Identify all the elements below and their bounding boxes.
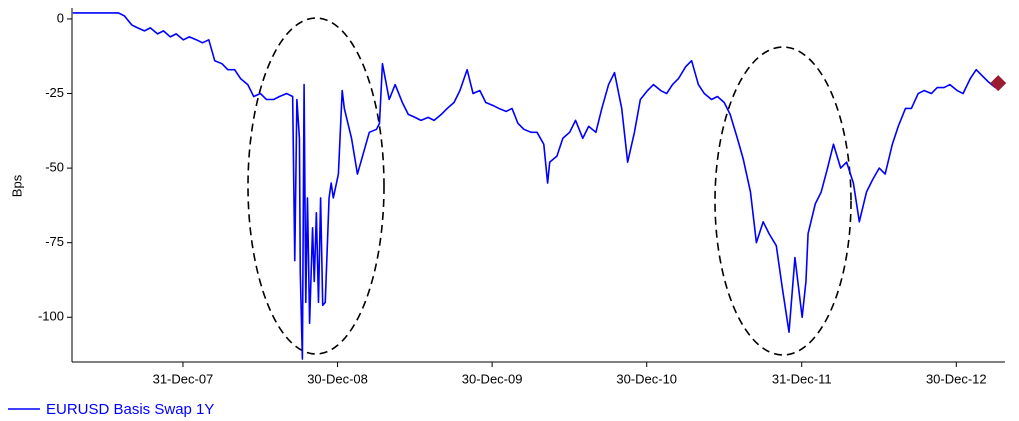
x-tick-label: 31-Dec-07	[153, 371, 214, 386]
highlight-ellipse	[247, 17, 385, 355]
y-tick-label: -25	[45, 85, 64, 100]
y-tick-label: -100	[38, 309, 64, 324]
y-tick-label: -50	[45, 160, 64, 175]
legend-label: EURUSD Basis Swap 1Y	[46, 401, 214, 418]
highlight-ellipse	[714, 46, 852, 356]
end-marker	[990, 75, 1007, 92]
y-tick-label: 0	[57, 10, 64, 25]
y-axis-label: Bps	[9, 174, 24, 197]
series-line	[72, 12, 999, 360]
x-tick-label: 30-Dec-12	[926, 371, 987, 386]
x-tick-label: 31-Dec-11	[772, 371, 832, 386]
x-tick-label: 30-Dec-08	[307, 371, 368, 386]
y-tick-label: -75	[45, 234, 64, 249]
x-tick-label: 30-Dec-09	[462, 371, 523, 386]
x-tick-label: 30-Dec-10	[616, 371, 677, 386]
